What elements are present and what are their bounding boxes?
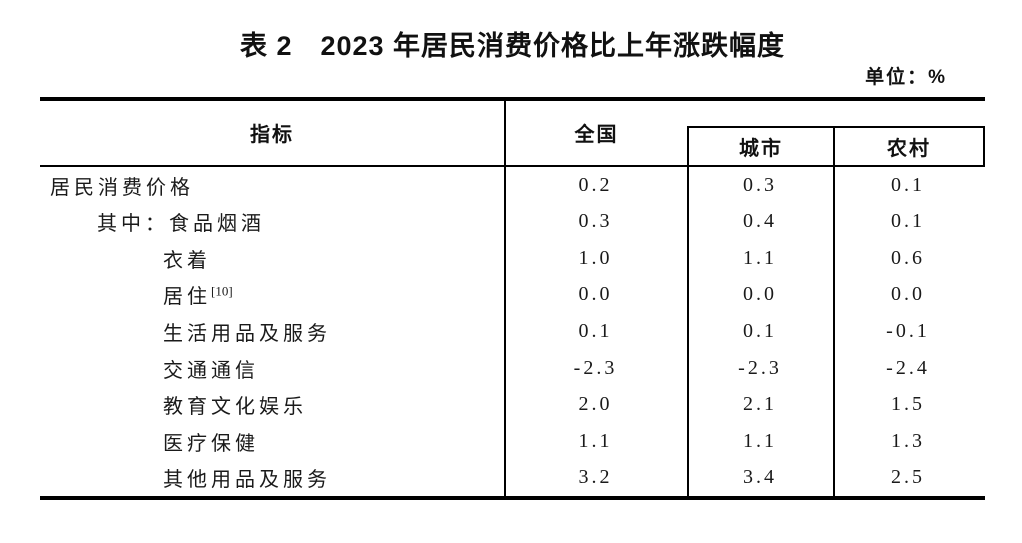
- cell-urban: 0.0: [743, 283, 777, 306]
- subheader-top-divider: [687, 126, 985, 128]
- cell-rural: 1.3: [891, 429, 925, 452]
- table-row: 居住[10] 0.0 0.0 0.0: [40, 277, 985, 314]
- cell-national: 0.3: [578, 210, 613, 233]
- cell-urban: 1.1: [743, 429, 777, 452]
- cell-urban: 2.1: [743, 393, 777, 416]
- column-divider-indicator-national: [504, 101, 506, 496]
- table-row: 居民消费价格 0.2 0.3 0.1: [40, 167, 985, 204]
- row-label-text: 医疗保健: [163, 432, 259, 455]
- column-header-rural: 农村: [887, 138, 931, 160]
- cell-national: 0.1: [578, 319, 613, 342]
- header-bottom-divider: [40, 165, 985, 167]
- cell-national: 3.2: [578, 466, 613, 489]
- row-label-text: 生活用品及服务: [163, 322, 331, 345]
- column-header-national: 全国: [574, 123, 619, 146]
- row-label: 医疗保健: [40, 427, 504, 456]
- cell-rural: 0.1: [891, 210, 925, 233]
- table-row: 生活用品及服务 0.1 0.1 -0.1: [40, 313, 985, 350]
- table-body: 居民消费价格 0.2 0.3 0.1 其中：食品烟酒 0.3 0.4 0.1 衣…: [40, 167, 985, 496]
- column-header-urban: 城市: [739, 138, 783, 160]
- table-row: 衣着 1.0 1.1 0.6: [40, 240, 985, 277]
- cell-rural: 0.0: [891, 283, 925, 306]
- row-label: 交通通信: [40, 354, 504, 383]
- table-row: 教育文化娱乐 2.0 2.1 1.5: [40, 386, 985, 423]
- cell-national: 0.2: [578, 173, 613, 196]
- cell-urban: -2.3: [738, 356, 782, 379]
- row-label: 衣着: [40, 244, 504, 273]
- cell-rural: 2.5: [891, 466, 925, 489]
- row-label: 其中：食品烟酒: [40, 207, 504, 236]
- table-row: 交通通信 -2.3 -2.3 -2.4: [40, 350, 985, 387]
- row-label: 其他用品及服务: [40, 463, 504, 492]
- cell-national: 2.0: [578, 393, 613, 416]
- row-label-text: 居住: [163, 286, 211, 309]
- cell-national: 0.0: [578, 283, 613, 306]
- row-label: 居民消费价格: [40, 171, 504, 200]
- row-label-text: 交通通信: [163, 359, 259, 382]
- cell-rural: -0.1: [886, 319, 930, 342]
- column-divider-urban-rural: [833, 126, 835, 496]
- row-label-text: 其中：食品烟酒: [97, 213, 265, 236]
- cell-urban: 0.3: [743, 173, 777, 196]
- column-divider-national-urban: [687, 126, 689, 496]
- row-label-text: 衣着: [163, 249, 211, 272]
- table-row: 医疗保健 1.1 1.1 1.3: [40, 423, 985, 460]
- cell-urban: 0.1: [743, 319, 777, 342]
- cell-urban: 1.1: [743, 246, 777, 269]
- row-label: 居住[10]: [40, 280, 504, 309]
- cpi-table: 指标 全国 城市 农村 居民消费价格 0.2 0.3 0.1 其中：食品烟酒 0…: [40, 97, 985, 500]
- cell-urban: 3.4: [743, 466, 777, 489]
- row-label: 教育文化娱乐: [40, 390, 504, 419]
- row-label-text: 居民消费价格: [50, 176, 194, 199]
- table-title: 表 2 2023 年居民消费价格比上年涨跌幅度: [239, 31, 786, 61]
- cell-rural: 0.1: [891, 173, 925, 196]
- cell-national: -2.3: [573, 356, 618, 379]
- unit-label: 单位：%: [865, 67, 947, 88]
- row-label-text: 其他用品及服务: [163, 469, 331, 492]
- cell-urban: 0.4: [743, 210, 777, 233]
- cell-rural: -2.4: [886, 356, 930, 379]
- table-row: 其他用品及服务 3.2 3.4 2.5: [40, 459, 985, 496]
- cell-national: 1.0: [578, 246, 613, 269]
- row-label-text: 教育文化娱乐: [163, 396, 307, 419]
- cell-rural: 1.5: [891, 393, 925, 416]
- cell-national: 1.1: [578, 429, 613, 452]
- row-label: 生活用品及服务: [40, 317, 504, 346]
- column-header-indicator: 指标: [250, 123, 294, 146]
- cell-rural: 0.6: [891, 246, 925, 269]
- footnote-ref: [10]: [211, 283, 233, 299]
- subheader-right-divider: [983, 126, 985, 167]
- table-row: 其中：食品烟酒 0.3 0.4 0.1: [40, 204, 985, 241]
